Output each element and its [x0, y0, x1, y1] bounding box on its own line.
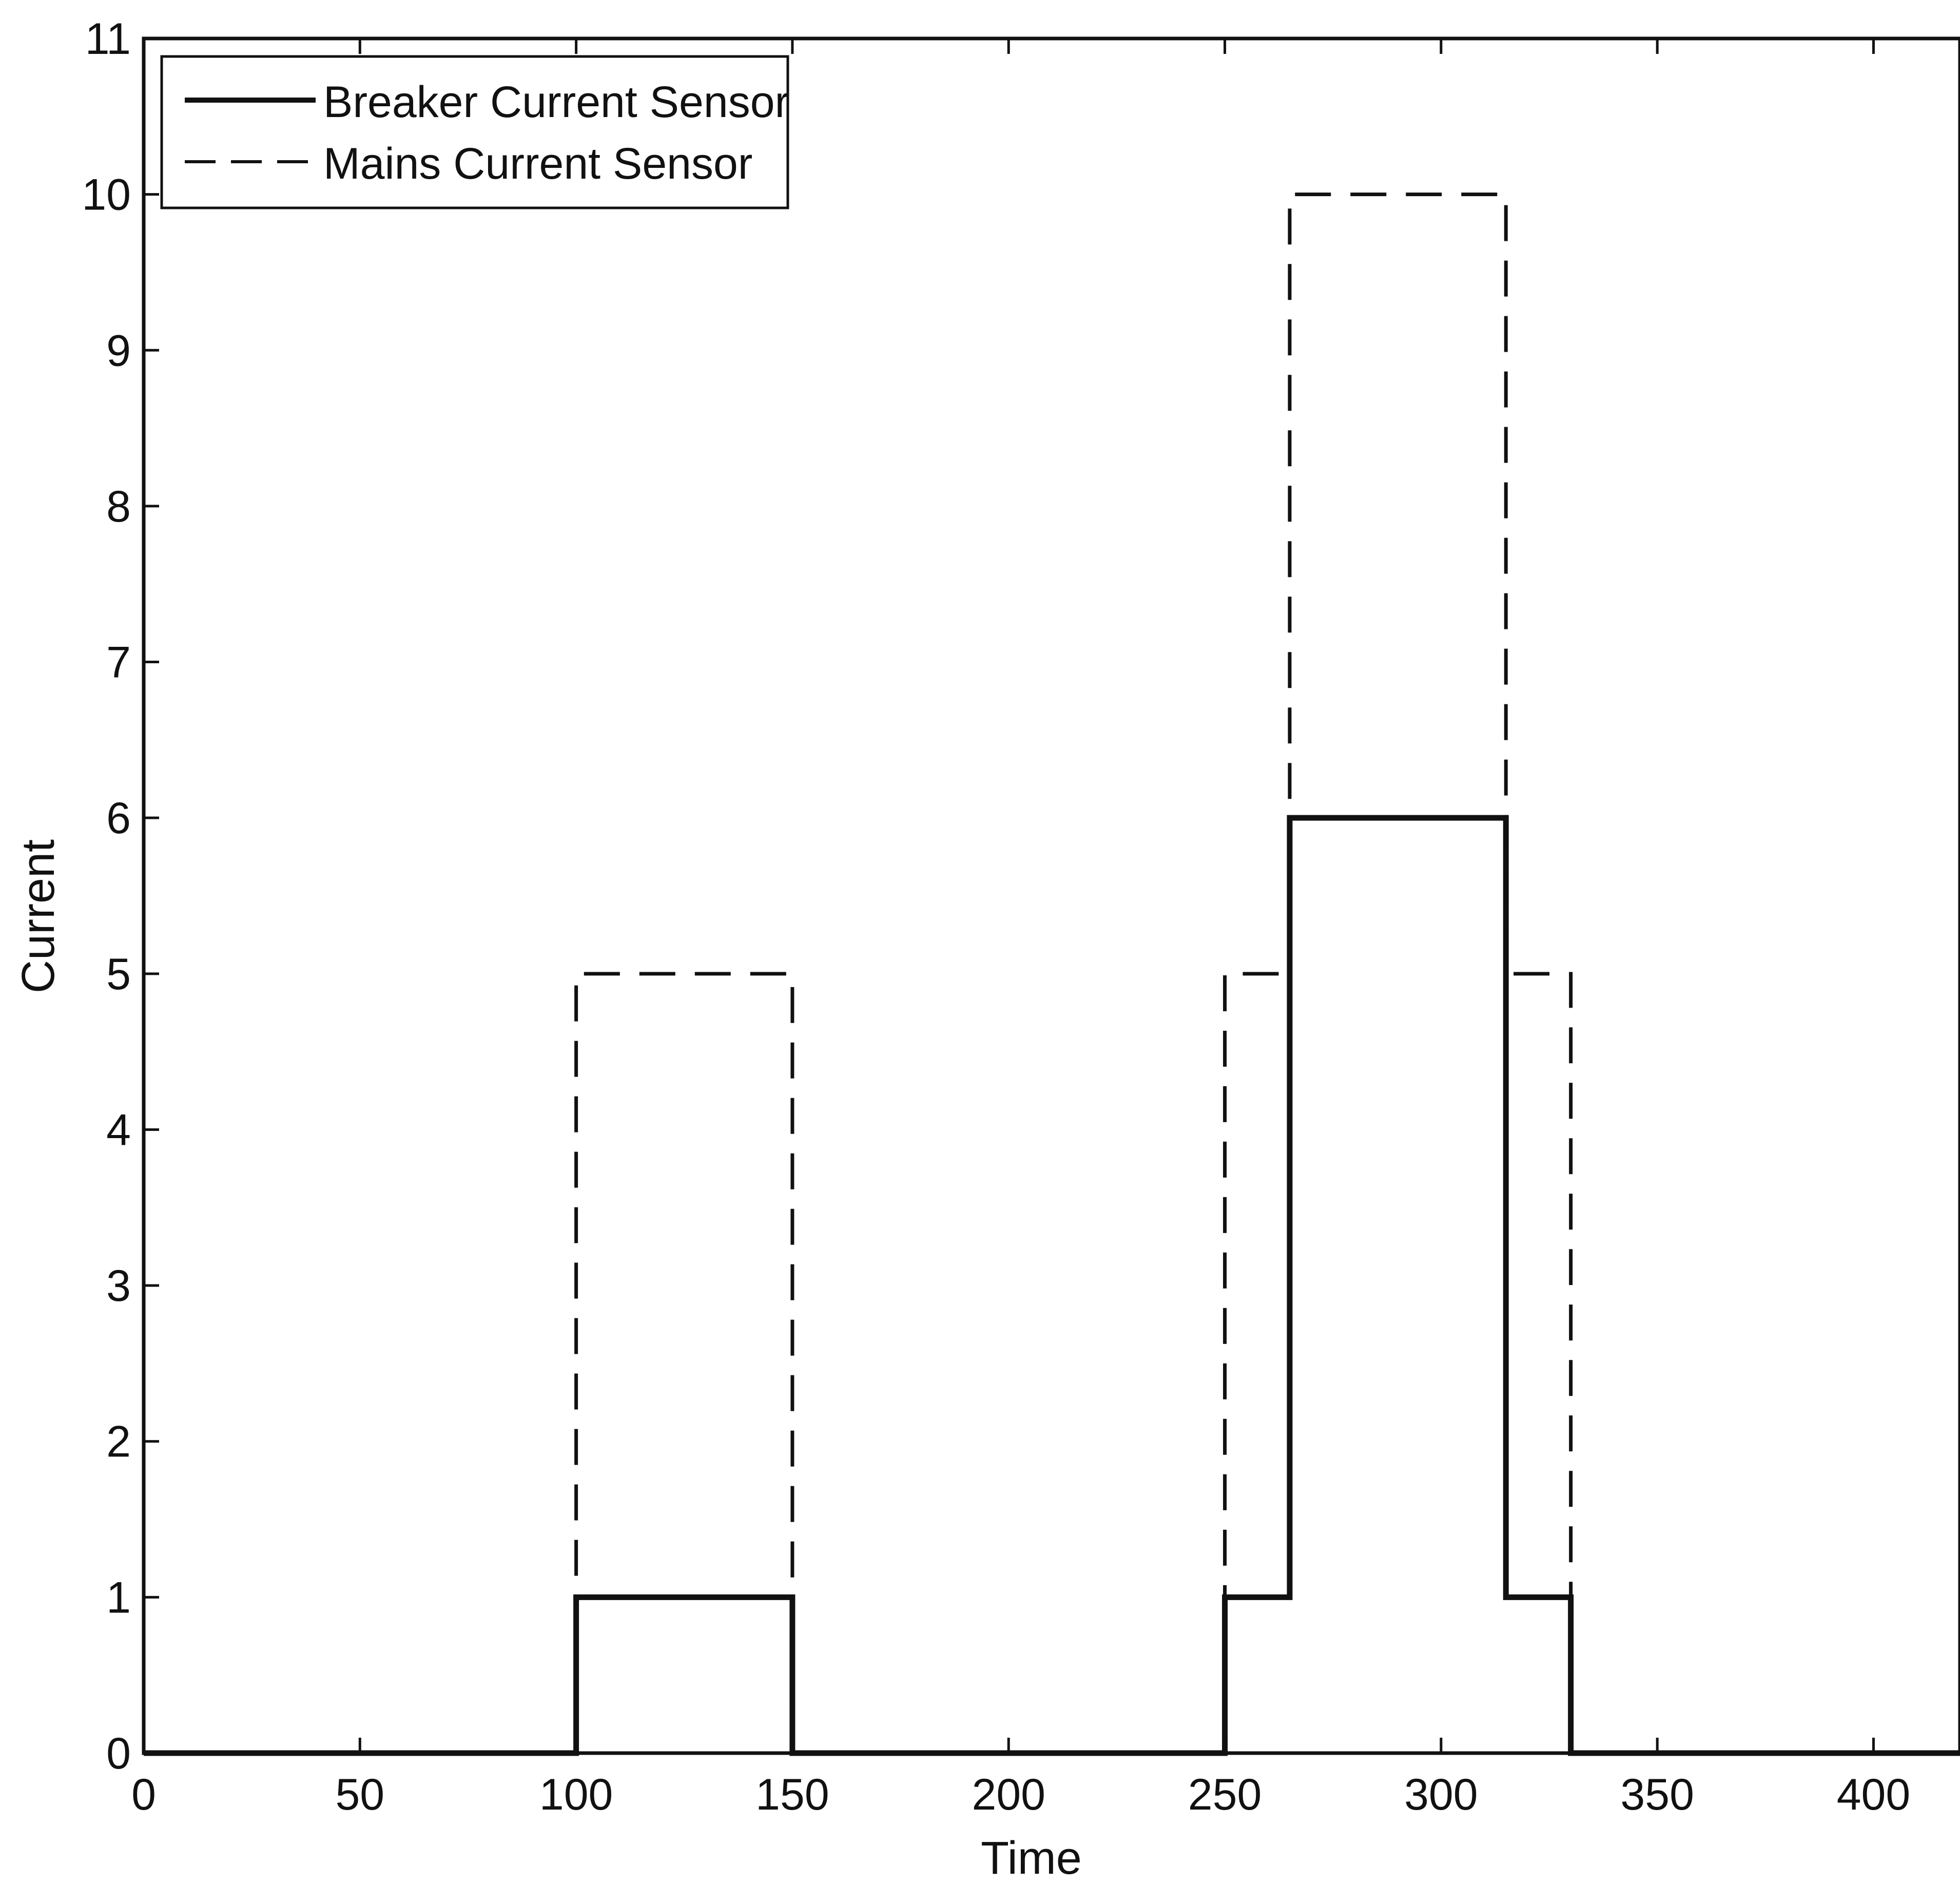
- y-tick-label: 2: [106, 1417, 131, 1467]
- y-axis-label: Current: [13, 839, 64, 993]
- legend: Breaker Current Sensor Mains Current Sen…: [160, 55, 789, 209]
- x-tick-label: 250: [1188, 1770, 1262, 1819]
- y-tick-label: 11: [85, 14, 131, 64]
- x-axis-label: Time: [981, 1833, 1082, 1884]
- y-tick-label: 0: [106, 1729, 131, 1778]
- legend-box: [160, 55, 789, 209]
- x-tick-label: 200: [972, 1770, 1045, 1819]
- y-tick-label: 7: [106, 638, 131, 687]
- x-tick-label: 150: [755, 1770, 829, 1819]
- legend-label-mains-current-sensor: Mains Current Sensor: [323, 139, 752, 188]
- x-tick-label: 50: [335, 1770, 384, 1819]
- x-tick-label: 400: [1837, 1770, 1911, 1819]
- x-tick-label: 0: [131, 1770, 156, 1819]
- series-line-breaker-current-sensor: [144, 815, 1960, 1756]
- x-tick-label: 300: [1404, 1770, 1478, 1819]
- y-tick-label: 4: [106, 1105, 131, 1155]
- y-tick-label: 3: [106, 1261, 131, 1311]
- y-tick-label: 1: [106, 1573, 131, 1622]
- x-tick-label: 350: [1620, 1770, 1694, 1819]
- y-tick-label: 5: [106, 950, 131, 999]
- y-tick-label: 10: [82, 170, 131, 220]
- series-line-mains-current-sensor: [144, 193, 1960, 1755]
- legend-label-breaker-current-sensor: Breaker Current Sensor: [323, 78, 789, 127]
- y-tick-label: 8: [106, 482, 131, 531]
- x-tick-label: 100: [539, 1770, 613, 1819]
- y-tick-label: 9: [106, 326, 131, 375]
- series-layer: [144, 193, 1960, 1756]
- y-tick-label: 6: [106, 794, 131, 843]
- plot-frame: [142, 36, 1960, 1755]
- ticks-layer: 0 50 100 150 200 250 300 350 400 0 1 2 3 4 5 6 7 8 9 10 11: [82, 14, 1910, 1819]
